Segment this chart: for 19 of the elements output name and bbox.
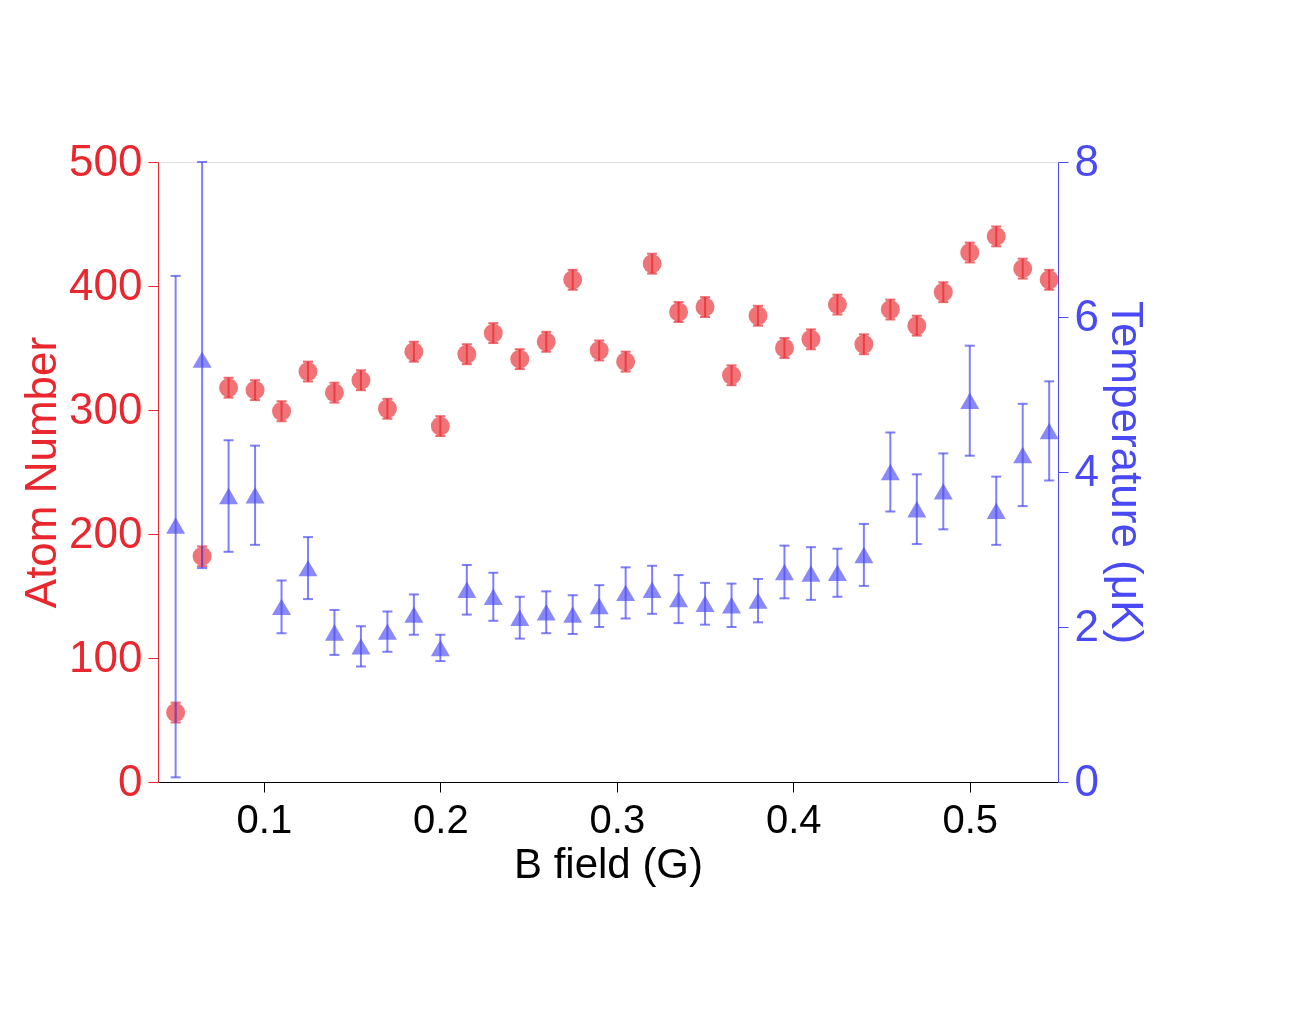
x-tick-label: 0.1 — [236, 796, 293, 841]
y2-tick-label: 2 — [1074, 600, 1099, 650]
y2-tick-label: 6 — [1074, 290, 1099, 340]
y2-axis-title: Temperature (μK) — [1102, 300, 1152, 645]
x-tick-label: 0.5 — [942, 796, 999, 841]
y2-tick-label: 0 — [1074, 755, 1099, 805]
y2-tick-label: 8 — [1074, 135, 1099, 185]
y-tick-label: 100 — [69, 631, 143, 681]
x-tick-label: 0.3 — [589, 796, 646, 841]
x-axis-title: B field (G) — [513, 839, 704, 887]
y-tick-label: 0 — [118, 755, 143, 805]
x-tick-label: 0.2 — [413, 796, 469, 841]
y2-tick-label: 4 — [1074, 445, 1099, 495]
y-tick-label: 200 — [69, 507, 143, 557]
y-axis-title: Atom Number — [16, 336, 66, 609]
y-tick-label: 400 — [69, 259, 143, 309]
y-tick-label: 300 — [69, 383, 143, 433]
x-tick-label: 0.4 — [765, 796, 822, 841]
y-tick-label: 500 — [69, 135, 143, 185]
